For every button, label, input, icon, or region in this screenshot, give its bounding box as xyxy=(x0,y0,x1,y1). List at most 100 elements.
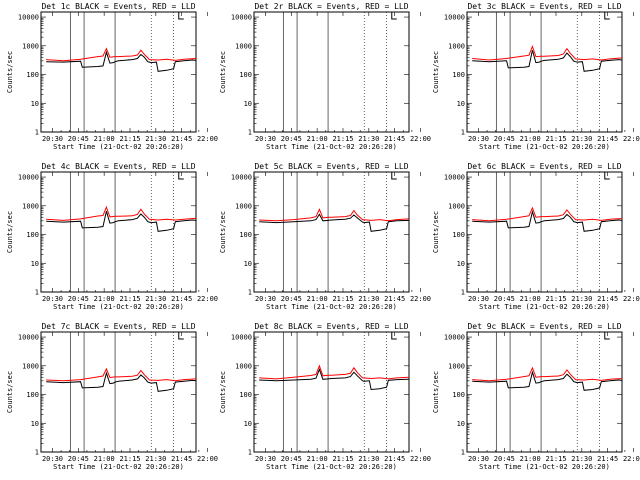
x-tick-label: 20:45 xyxy=(494,135,515,143)
plot-frame xyxy=(466,11,623,133)
y-axis-label: Counts/sec xyxy=(432,371,440,413)
x-tick-label: 21:15 xyxy=(119,455,140,463)
lld-series-line xyxy=(46,47,197,62)
x-axis-label: Start Time (21-Oct-02 20:26:20) xyxy=(479,143,610,151)
x-axis-label: Start Time (21-Oct-02 20:26:20) xyxy=(53,303,184,311)
y-axis-label: Counts/sec xyxy=(6,211,14,253)
x-tick-label: 21:00 xyxy=(520,135,541,143)
flag-marker xyxy=(391,332,397,340)
plot-frame xyxy=(253,171,410,293)
x-tick-label: 20:45 xyxy=(68,295,89,303)
x-axis-label: Start Time (21-Oct-02 20:26:20) xyxy=(53,143,184,151)
x-axis-label: Start Time (21-Oct-02 20:26:20) xyxy=(479,303,610,311)
y-tick-label: 1000 xyxy=(22,362,39,370)
y-axis-label: Counts/sec xyxy=(432,51,440,93)
y-tick-label: 10000 xyxy=(231,334,252,342)
y-tick-label: 10000 xyxy=(444,174,465,182)
x-tick-label: 20:45 xyxy=(68,455,89,463)
panel-title: Det 1c BLACK = Events, RED = LLD xyxy=(41,2,195,11)
x-axis-label: Start Time (21-Oct-02 20:26:20) xyxy=(266,303,397,311)
x-tick-label: 21:45 xyxy=(171,295,192,303)
x-tick-label: 21:45 xyxy=(384,455,405,463)
y-tick-label: 1 xyxy=(35,129,39,137)
x-tick-label: 20:30 xyxy=(42,135,63,143)
flag-marker xyxy=(178,172,184,180)
flag-marker xyxy=(178,332,184,340)
plot-frame xyxy=(466,331,623,453)
x-tick-label: 20:45 xyxy=(494,455,515,463)
y-tick-label: 1 xyxy=(461,449,465,457)
y-tick-label: 10 xyxy=(31,420,39,428)
panel-title: Det 2r BLACK = Events, RED = LLD xyxy=(254,2,408,11)
y-tick-label: 100 xyxy=(26,231,39,239)
x-axis-label: Start Time (21-Oct-02 20:26:20) xyxy=(266,463,397,471)
x-tick-label: 21:30 xyxy=(358,295,379,303)
y-tick-label: 10 xyxy=(457,420,465,428)
flag-marker xyxy=(604,332,610,340)
lld-series-line xyxy=(46,205,197,221)
x-tick-label: 22:00 xyxy=(410,295,431,303)
panel-det-3c: Det 3c BLACK = Events, RED = LLD 20:30 20:… xyxy=(432,2,640,151)
y-tick-label: 1 xyxy=(461,129,465,137)
x-tick-label: 22:00 xyxy=(197,455,218,463)
y-axis-label: Counts/sec xyxy=(6,51,14,93)
y-tick-label: 1000 xyxy=(235,362,252,370)
panel-title: Det 4c BLACK = Events, RED = LLD xyxy=(41,162,195,171)
lld-series-line xyxy=(259,208,410,222)
x-tick-label: 21:00 xyxy=(307,295,328,303)
x-tick-label: 21:30 xyxy=(145,455,166,463)
x-tick-label: 20:30 xyxy=(468,135,489,143)
panel-det-5c: Det 5c BLACK = Events, RED = LLD 20:30 20:… xyxy=(219,162,431,311)
x-tick-label: 20:30 xyxy=(42,455,63,463)
lld-series-line xyxy=(46,367,197,382)
y-tick-label: 10000 xyxy=(18,174,39,182)
x-tick-label: 20:45 xyxy=(281,295,302,303)
x-tick-label: 20:45 xyxy=(68,135,89,143)
y-tick-label: 10 xyxy=(244,260,252,268)
y-axis-label: Counts/sec xyxy=(219,211,227,253)
y-tick-label: 100 xyxy=(26,71,39,79)
panel-det-4c: Det 4c BLACK = Events, RED = LLD 20:30 20:… xyxy=(6,162,218,311)
x-tick-label: 21:30 xyxy=(571,135,592,143)
panel-det-8c: Det 8c BLACK = Events, RED = LLD 20:30 20:… xyxy=(219,322,431,471)
y-tick-label: 10 xyxy=(31,100,39,108)
x-tick-label: 21:15 xyxy=(545,295,566,303)
y-tick-label: 1000 xyxy=(235,42,252,50)
x-tick-label: 21:15 xyxy=(119,295,140,303)
y-axis-label: Counts/sec xyxy=(219,371,227,413)
plot-frame xyxy=(466,171,623,293)
x-tick-label: 22:00 xyxy=(623,135,640,143)
x-tick-label: 20:30 xyxy=(255,135,276,143)
x-axis-label: Start Time (21-Oct-02 20:26:20) xyxy=(266,143,397,151)
y-tick-label: 1000 xyxy=(448,42,465,50)
y-axis-label: Counts/sec xyxy=(6,371,14,413)
panel-title: Det 6c BLACK = Events, RED = LLD xyxy=(467,162,621,171)
x-tick-label: 22:00 xyxy=(410,135,431,143)
y-tick-label: 1000 xyxy=(22,202,39,210)
lld-series-line xyxy=(472,44,623,61)
flag-marker xyxy=(604,172,610,180)
events-series-line xyxy=(472,370,623,391)
x-tick-label: 21:15 xyxy=(545,455,566,463)
events-series-line xyxy=(46,50,197,72)
x-tick-label: 20:30 xyxy=(468,295,489,303)
x-axis-label: Start Time (21-Oct-02 20:26:20) xyxy=(479,463,610,471)
x-tick-label: 21:45 xyxy=(597,135,618,143)
y-tick-label: 100 xyxy=(452,391,465,399)
events-series-line xyxy=(259,213,410,232)
y-axis-label: Counts/sec xyxy=(219,51,227,93)
flag-marker xyxy=(391,172,397,180)
x-tick-label: 21:15 xyxy=(545,135,566,143)
x-axis-label: Start Time (21-Oct-02 20:26:20) xyxy=(53,463,184,471)
x-tick-label: 21:00 xyxy=(94,295,115,303)
x-tick-label: 21:45 xyxy=(384,295,405,303)
flag-marker xyxy=(178,12,184,20)
x-tick-label: 22:00 xyxy=(623,455,640,463)
y-tick-label: 100 xyxy=(26,391,39,399)
x-tick-label: 21:15 xyxy=(332,135,353,143)
x-tick-label: 21:15 xyxy=(119,135,140,143)
panel-title: Det 8c BLACK = Events, RED = LLD xyxy=(254,322,408,331)
x-tick-label: 21:15 xyxy=(332,295,353,303)
x-tick-label: 20:30 xyxy=(255,295,276,303)
y-tick-label: 10000 xyxy=(18,14,39,22)
